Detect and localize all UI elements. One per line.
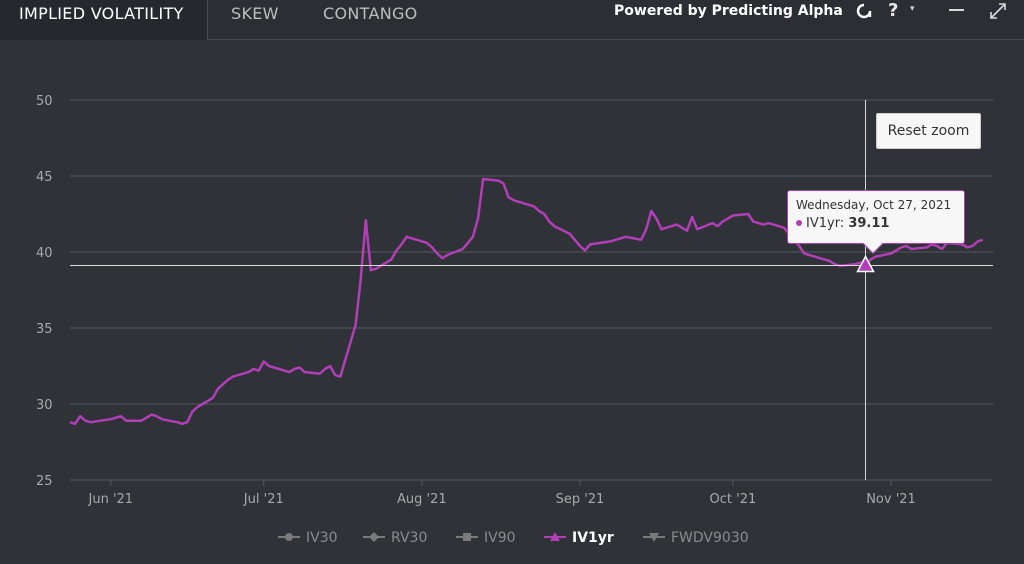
legend-label: FWDV9030 (671, 530, 749, 546)
x-tick-label: Nov '21 (866, 492, 916, 507)
y-tick-label: 45 (36, 170, 53, 185)
tab-bar: IMPLIED VOLATILITY SKEW CONTANGO (0, 0, 1024, 40)
expand-icon[interactable] (989, 2, 1007, 20)
legend-label: IV1yr (572, 530, 614, 546)
tooltip-series-dot-icon (796, 219, 802, 226)
legend-item-fwdv9030[interactable]: FWDV9030 (643, 530, 749, 546)
x-tick-label: Oct '21 (710, 492, 757, 507)
legend-label: IV30 (306, 530, 338, 546)
tab-contango[interactable]: CONTANGO (323, 4, 418, 23)
powered-by-text: Powered by Predicting Alpha (614, 3, 843, 19)
volatility-chart[interactable]: 25 30 35 40 45 50 Jun '21 Jul '21 Aug '21 Sep '2… (0, 40, 1024, 564)
legend-marker-circle-icon (285, 533, 293, 541)
legend-label: RV30 (391, 530, 427, 546)
tooltip-value: 39.11 (848, 216, 890, 231)
tooltip-series-label: IV1yr: (806, 216, 849, 231)
help-icon[interactable]: ? (888, 0, 899, 21)
legend-marker-square-icon (463, 533, 471, 541)
y-tick-label: 40 (36, 246, 53, 261)
chart-tooltip: Wednesday, Oct 27, 2021 IV1yr: 39.11 (787, 190, 965, 254)
y-tick-label: 25 (36, 474, 53, 489)
tab-implied-volatility[interactable]: IMPLIED VOLATILITY (0, 0, 208, 40)
tooltip-date: Wednesday, Oct 27, 2021 (796, 198, 952, 212)
series-line-iv1yr[interactable] (69, 177, 984, 426)
y-tick-label: 35 (36, 322, 53, 337)
x-tick-label: Sep '21 (556, 492, 605, 507)
legend-marker-triangle-down-icon (649, 533, 659, 542)
predicting-alpha-logo-icon (856, 3, 872, 19)
y-tick-label: 30 (36, 398, 53, 413)
x-tick-label: Jun '21 (88, 492, 134, 507)
legend-item-iv1yr[interactable]: IV1yr (544, 530, 614, 546)
y-tick-label: 50 (36, 94, 53, 109)
x-tick-label: Jul '21 (243, 492, 284, 507)
legend-marker-diamond-icon (369, 532, 379, 542)
legend-marker-triangle-icon (550, 532, 560, 541)
legend-item-iv90[interactable]: IV90 (456, 530, 516, 546)
chevron-down-icon[interactable]: ▾ (910, 4, 915, 14)
reset-zoom-button[interactable]: Reset zoom (876, 113, 981, 149)
legend-item-rv30[interactable]: RV30 (363, 530, 427, 546)
hover-point-marker[interactable] (856, 254, 875, 273)
minimize-icon[interactable] (949, 9, 964, 11)
legend-item-iv30[interactable]: IV30 (278, 530, 338, 546)
x-tick-label: Aug '21 (397, 492, 447, 507)
legend-label: IV90 (484, 530, 516, 546)
tooltip-row: IV1yr: 39.11 (796, 214, 956, 234)
tab-skew[interactable]: SKEW (231, 4, 279, 23)
